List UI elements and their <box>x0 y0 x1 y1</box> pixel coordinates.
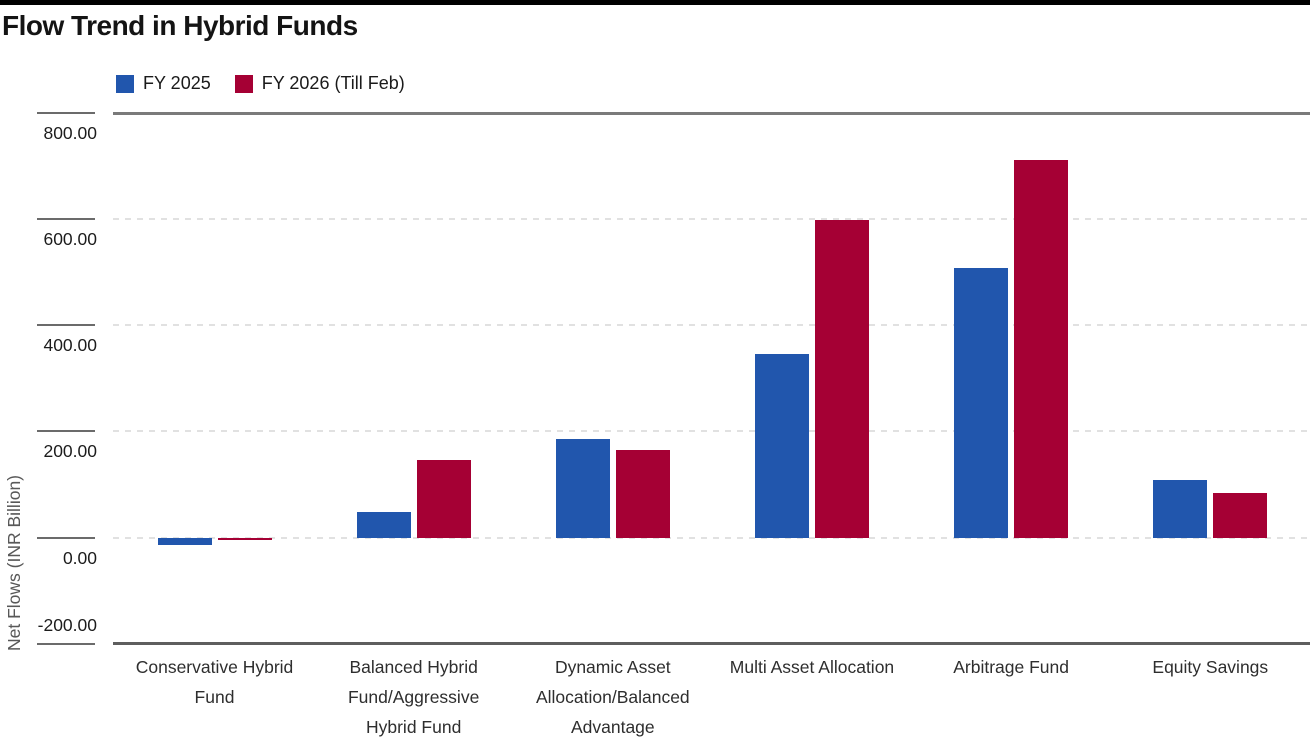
y-axis-title: Net Flows (INR Billion) <box>4 475 24 651</box>
ytick--200 <box>37 642 95 645</box>
ytick-label--200: -200.00 <box>37 614 97 635</box>
bar-fy2026-4 <box>1014 160 1069 538</box>
bar-fy2026-1 <box>416 460 471 538</box>
ytick-label-400: 400.00 <box>43 335 97 356</box>
chart-title: Flow Trend in Hybrid Funds <box>2 10 358 41</box>
bar-fy2026-5 <box>1213 493 1268 538</box>
x-category-label-4: Arbitrage Fund <box>953 657 1069 677</box>
legend-item-fy2025: FY 2025 <box>116 73 211 94</box>
ytick-label-600: 600.00 <box>43 229 97 250</box>
ytick-800 <box>37 112 95 114</box>
ytick-label-200: 200.00 <box>43 441 97 462</box>
bar-fy2025-0 <box>157 537 212 546</box>
gridline-600 <box>113 218 1310 221</box>
axis-line-800 <box>113 111 1310 115</box>
bar-fy2026-0 <box>217 537 272 540</box>
x-category-label-0: Conservative Hybrid Fund <box>135 657 294 707</box>
x-category-label-3: Multi Asset Allocation <box>729 657 895 677</box>
ytick-600 <box>37 218 95 221</box>
bar-fy2025-2 <box>555 438 610 538</box>
top-accent-bar <box>0 0 1310 5</box>
legend-swatch-fy2025-icon <box>116 74 134 93</box>
x-category-label-1: Balanced Hybrid Fund/Aggressive Hybrid Fun… <box>347 657 480 737</box>
x-category-label-2: Dynamic Asset Allocation/Balanced Advantag… <box>535 657 690 737</box>
legend-label-fy2025: FY 2025 <box>143 73 211 93</box>
ytick-0 <box>37 536 95 539</box>
ytick-200 <box>37 430 95 433</box>
axis-line--200 <box>113 642 1310 646</box>
bar-fy2025-4 <box>954 267 1009 538</box>
legend-label-fy2026: FY 2026 (Till Feb) <box>261 73 405 93</box>
gridline-400 <box>113 324 1310 327</box>
bar-fy2026-3 <box>814 220 869 538</box>
x-category-label-5: Equity Savings <box>1152 657 1269 677</box>
gridline-0 <box>113 536 1310 539</box>
bar-fy2025-5 <box>1153 480 1208 538</box>
gridline-200 <box>113 430 1310 433</box>
legend-item-fy2026: FY 2026 (Till Feb) <box>234 73 405 94</box>
ytick-label-0: 0.00 <box>62 547 97 568</box>
ytick-label-800: 800.00 <box>43 123 97 143</box>
bar-fy2025-3 <box>754 353 809 538</box>
ytick-400 <box>37 324 95 327</box>
legend-swatch-fy2026-icon <box>234 74 253 93</box>
legend: FY 2025 FY 2026 (Till Feb) <box>116 73 405 94</box>
bar-fy2025-1 <box>356 512 411 538</box>
bar-fy2026-2 <box>615 449 670 538</box>
